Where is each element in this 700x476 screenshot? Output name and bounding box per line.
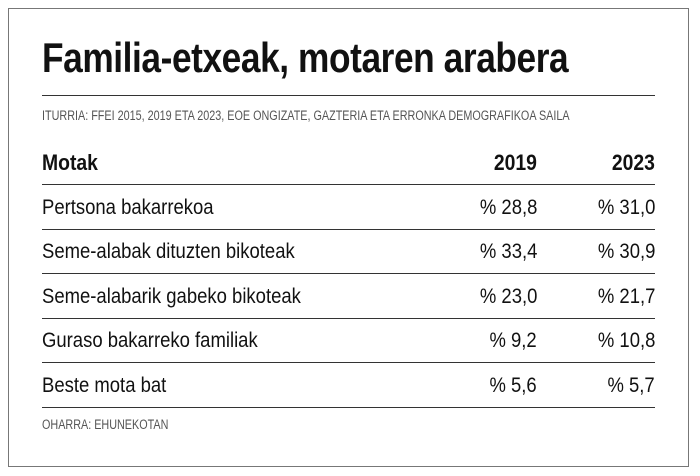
row-value: % 5,6 xyxy=(489,373,537,397)
row-label: Seme-alabak dituzten bikoteak xyxy=(42,240,295,264)
header-cell: 2023 xyxy=(611,150,655,175)
header-rule xyxy=(42,184,655,185)
row-label: Beste mota bat xyxy=(42,373,167,397)
table-row: Pertsona bakarrekoa % 28,8 % 31,0 xyxy=(42,196,655,240)
row-divider xyxy=(42,406,655,408)
row-value: % 30,9 xyxy=(597,240,655,264)
chart-title: Familia-etxeak, motaren arabera xyxy=(42,34,569,81)
row-label: Seme-alabarik gabeko bikoteak xyxy=(42,284,301,308)
row-value: % 5,7 xyxy=(607,373,655,397)
title-rule xyxy=(42,95,655,96)
header-cell: 2019 xyxy=(493,150,537,175)
note-text: OHARRA: EHUNEKOTAN xyxy=(42,417,169,432)
row-divider xyxy=(42,317,655,319)
table-row: Beste mota bat % 5,6 % 5,7 xyxy=(42,374,655,418)
source-text: ITURRIA: FFEI 2015, 2019 ETA 2023, EOE O… xyxy=(42,108,570,123)
row-value: % 23,0 xyxy=(479,284,537,308)
infographic-frame xyxy=(8,8,689,467)
table-header: Motak 2019 2023 xyxy=(42,150,655,194)
row-value: % 21,7 xyxy=(597,284,655,308)
row-divider xyxy=(42,229,655,230)
row-label: Pertsona bakarrekoa xyxy=(42,196,214,219)
row-value: % 9,2 xyxy=(489,329,537,353)
table-row: Seme-alabarik gabeko bikoteak % 23,0 % 21,… xyxy=(42,285,655,329)
row-value: % 28,8 xyxy=(479,196,537,219)
row-label: Guraso bakarreko familiak xyxy=(42,329,258,353)
row-value: % 10,8 xyxy=(597,329,655,353)
header-cell: Motak xyxy=(42,150,98,175)
table-row: Guraso bakarreko familiak % 9,2 % 10,8 xyxy=(42,329,655,373)
table-row: Seme-alabak dituzten bikoteak % 33,4 % 30,… xyxy=(42,240,655,284)
row-divider xyxy=(42,362,655,364)
row-divider xyxy=(42,273,655,275)
row-value: % 33,4 xyxy=(479,240,537,264)
row-value: % 31,0 xyxy=(597,196,655,219)
